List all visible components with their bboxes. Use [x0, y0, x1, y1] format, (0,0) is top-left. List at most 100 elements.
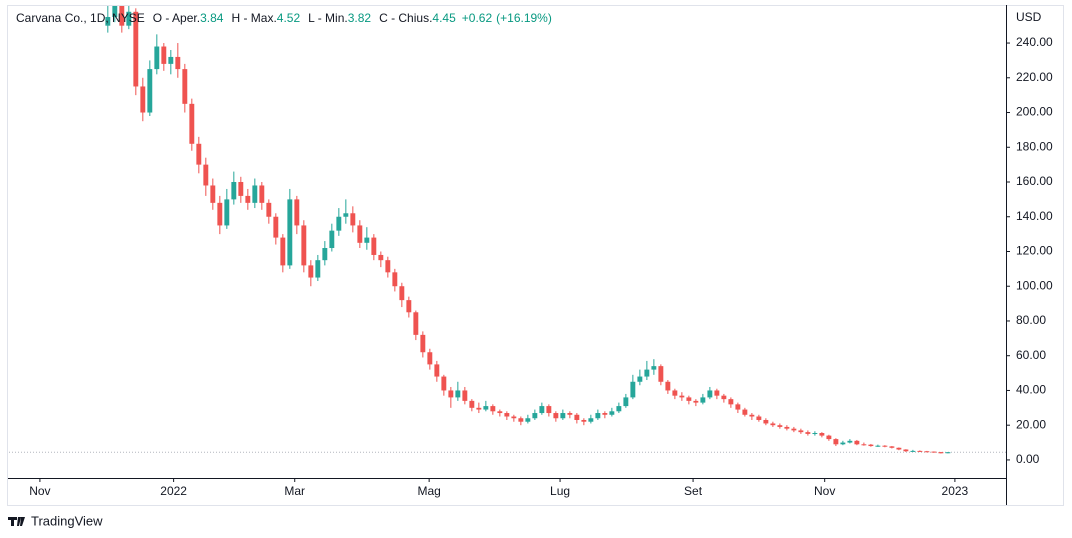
candle-body: [245, 195, 251, 203]
candle-body: [742, 409, 748, 415]
y-tick-label: 200.00: [1016, 105, 1053, 119]
candle-body: [343, 213, 349, 217]
candle-body: [406, 300, 412, 313]
candle-body: [231, 182, 237, 200]
candle-body: [693, 400, 699, 403]
candle-body: [399, 286, 405, 301]
candle-body: [882, 445, 888, 447]
legend-change-pct: (+16.19%): [496, 11, 552, 25]
legend-low-label: L - Min.: [308, 11, 348, 25]
candle-body: [623, 397, 629, 407]
x-tick-label: Nov: [29, 484, 50, 498]
candle-body: [903, 449, 909, 452]
x-tick-label: Mar: [284, 484, 305, 498]
watermark: TradingView: [31, 513, 103, 528]
candle-body: [224, 199, 230, 226]
frame: [7, 5, 1064, 506]
candle-body: [546, 406, 552, 414]
candle-body: [378, 254, 384, 261]
candle-body: [420, 334, 426, 353]
y-tick-label: 220.00: [1016, 70, 1053, 84]
candle-body: [287, 199, 293, 266]
candle-body: [112, 6, 118, 17]
y-tick-label: 40.00: [1016, 383, 1046, 397]
candle-body: [392, 272, 398, 287]
x-tick-label: Set: [684, 484, 703, 498]
candle-body: [707, 390, 713, 398]
candle-body: [322, 248, 328, 261]
y-tick-label: 20.00: [1016, 417, 1046, 431]
candle-body: [938, 452, 944, 454]
candle-body: [567, 413, 573, 415]
candle-body: [140, 86, 146, 113]
candle-body: [840, 442, 846, 445]
candle-body: [308, 265, 314, 278]
candle-body: [896, 447, 902, 450]
legend-change: +0.62: [462, 11, 493, 25]
candle-body: [133, 11, 139, 87]
candle-body: [175, 56, 181, 70]
candle-body: [350, 213, 356, 226]
candle-body: [714, 390, 720, 396]
candle-body: [273, 216, 279, 238]
candle-body: [854, 440, 860, 445]
candle-body: [511, 416, 517, 419]
candle-body: [553, 413, 559, 419]
legend-close: 4.45: [432, 11, 456, 25]
x-tick-label: Lug: [550, 484, 570, 498]
candle-body: [168, 56, 174, 64]
candle-body: [504, 413, 510, 417]
candle-body: [581, 419, 587, 422]
legend-open: 3.84: [200, 11, 224, 25]
y-tick-label: 160.00: [1016, 174, 1053, 188]
legend-close-label: C - Chius.: [379, 11, 432, 25]
candle-body: [672, 390, 678, 396]
candle-body: [861, 444, 867, 446]
candle-body: [434, 364, 440, 377]
candle-body: [196, 143, 202, 165]
candle-body: [154, 46, 160, 70]
candle-body: [413, 312, 419, 335]
candle-body: [364, 237, 370, 243]
candle-body: [679, 395, 685, 398]
candle-body: [266, 202, 272, 217]
candle-body: [525, 418, 531, 422]
candle-body: [763, 419, 769, 424]
candle-body: [560, 413, 566, 419]
candle-body: [875, 445, 881, 447]
candle-body: [497, 411, 503, 414]
x-tick-label: Nov: [814, 484, 835, 498]
candle-body: [455, 390, 461, 398]
candle-body: [588, 418, 594, 422]
candle-body: [259, 185, 265, 203]
candle-body: [336, 216, 342, 231]
candle-body: [931, 451, 937, 453]
candle-body: [917, 450, 923, 452]
candle-body: [686, 397, 692, 401]
candle-body: [574, 414, 580, 420]
candle-body: [805, 432, 811, 434]
candle-body: [280, 237, 286, 266]
candle-body: [329, 230, 335, 249]
candle-body: [126, 11, 132, 26]
candle-body: [616, 406, 622, 412]
candle-body: [252, 185, 258, 203]
x-tick-label: 2022: [160, 484, 187, 498]
candle-body: [476, 407, 482, 410]
y-tick-label: 80.00: [1016, 313, 1046, 327]
candle-body: [532, 413, 538, 419]
candle-body: [791, 428, 797, 431]
candle-body: [735, 404, 741, 410]
candle-body: [539, 406, 545, 414]
candle-body: [483, 406, 489, 410]
plot-area: [8, 6, 1006, 454]
legend-high: 4.52: [277, 11, 301, 25]
candle-body: [105, 16, 111, 26]
candle-body: [665, 381, 671, 391]
legend-open-label: O - Aper.: [153, 11, 200, 25]
candle-body: [161, 46, 167, 64]
y-tick-label: 240.00: [1016, 35, 1053, 49]
watermark-logo: [8, 517, 25, 526]
y-tick-label: 0.00: [1016, 452, 1040, 466]
